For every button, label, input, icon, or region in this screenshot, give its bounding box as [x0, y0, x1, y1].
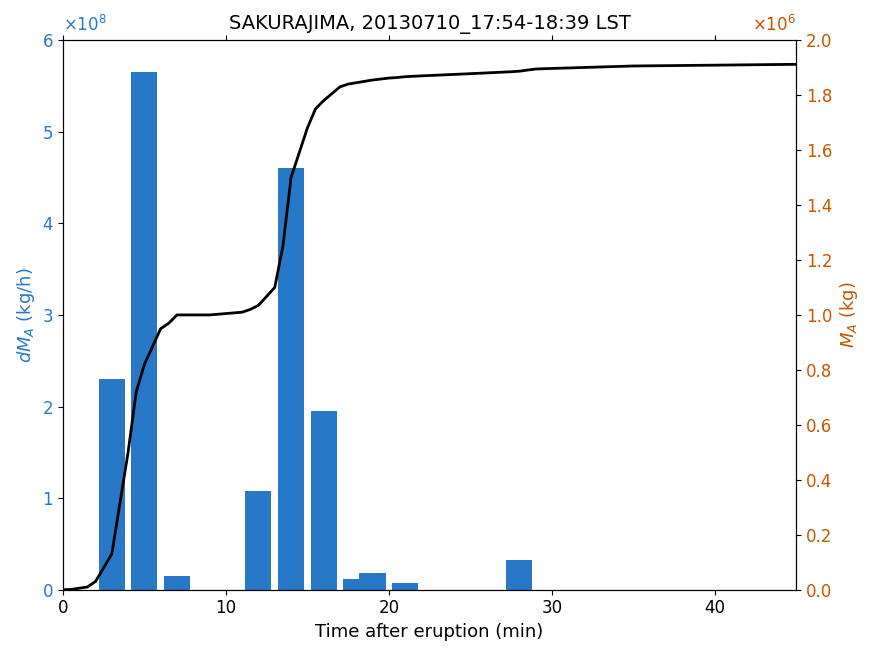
X-axis label: Time after eruption (min): Time after eruption (min) — [316, 623, 543, 641]
Text: $\times 10^{8}$: $\times 10^{8}$ — [63, 14, 107, 35]
Bar — [360, 573, 386, 590]
Bar — [392, 583, 418, 590]
Bar — [245, 491, 271, 590]
Bar — [99, 379, 125, 590]
Y-axis label: $dM_A\ \mathrm{(kg/h)}$: $dM_A\ \mathrm{(kg/h)}$ — [15, 267, 37, 363]
Title: SAKURAJIMA, 20130710_17:54-18:39 LST: SAKURAJIMA, 20130710_17:54-18:39 LST — [228, 15, 631, 34]
Text: $\times 10^{6}$: $\times 10^{6}$ — [752, 14, 796, 35]
Bar — [506, 560, 532, 590]
Bar — [311, 411, 337, 590]
Bar — [278, 169, 304, 590]
Bar — [343, 579, 369, 590]
Bar — [164, 576, 190, 590]
Y-axis label: $M_A\ \mathrm{(kg)}$: $M_A\ \mathrm{(kg)}$ — [838, 281, 860, 348]
Bar — [131, 72, 158, 590]
